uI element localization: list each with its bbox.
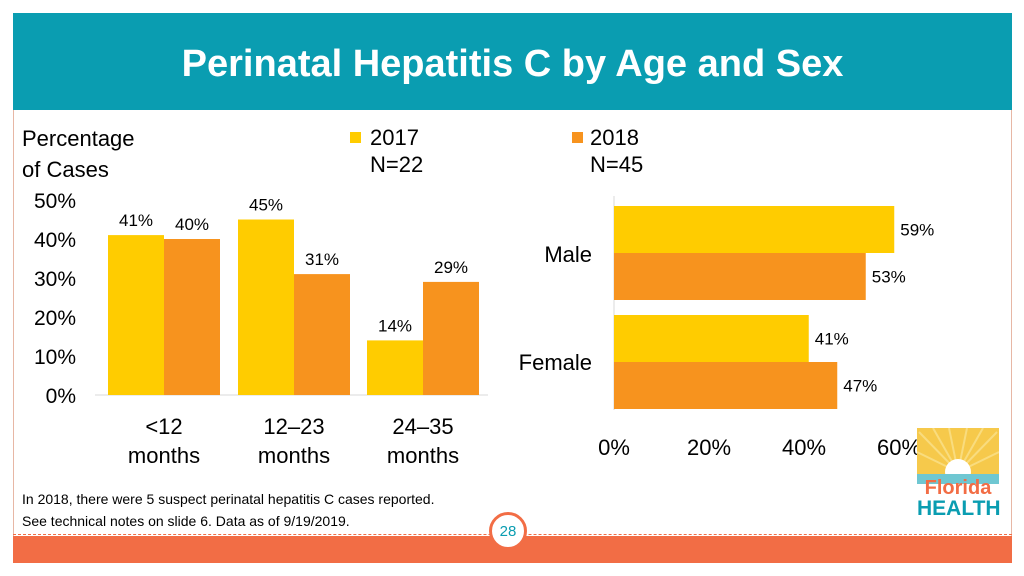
sun-icon bbox=[917, 428, 999, 484]
x-tick-sex-20: 20% bbox=[687, 435, 731, 460]
y-tick-10: 10% bbox=[34, 346, 76, 369]
x-tick-group-3-line-2: months bbox=[387, 443, 459, 468]
bar-2018-group-2 bbox=[294, 274, 350, 395]
y-tick-20: 20% bbox=[34, 307, 76, 330]
category-label-male: Male bbox=[544, 242, 592, 267]
hbar-2017-male bbox=[614, 206, 895, 253]
footnote-line-1: In 2018, there were 5 suspect perinatal … bbox=[22, 491, 435, 507]
data-label-2017-group-3: 14% bbox=[378, 316, 412, 335]
y-tick-0: 0% bbox=[46, 385, 76, 408]
footnote: In 2018, there were 5 suspect perinatal … bbox=[22, 488, 434, 532]
y-axis-label-line-1: Percentage bbox=[22, 126, 135, 151]
legend-swatch-2018 bbox=[572, 132, 583, 143]
data-label-2018-group-2: 31% bbox=[305, 250, 339, 269]
data-label-2017-group-1: 41% bbox=[119, 211, 153, 230]
x-tick-sex-0: 0% bbox=[598, 435, 630, 460]
data-label-2017-group-2: 45% bbox=[249, 196, 283, 215]
x-tick-group-1-line-2: months bbox=[128, 443, 200, 468]
legend-swatch-2017 bbox=[350, 132, 361, 143]
x-tick-sex-40: 40% bbox=[782, 435, 826, 460]
y-tick-30: 30% bbox=[34, 268, 76, 291]
legend-n-2017: N=22 bbox=[370, 152, 423, 177]
hbar-label-2018-male: 53% bbox=[872, 268, 906, 287]
category-label-female: Female bbox=[519, 350, 592, 375]
page-number-badge: 28 bbox=[489, 512, 527, 550]
hbar-label-2017-female: 41% bbox=[815, 330, 849, 349]
hbar-2017-female bbox=[614, 315, 809, 362]
bar-2017-group-3 bbox=[367, 340, 423, 395]
x-tick-group-2-line-1: 12–23 bbox=[263, 414, 324, 439]
data-label-2018-group-1: 40% bbox=[175, 215, 209, 234]
bar-2017-group-1 bbox=[108, 235, 164, 395]
title-banner: Perinatal Hepatitis C by Age and Sex bbox=[13, 13, 1012, 110]
x-tick-group-3-line-1: 24–35 bbox=[392, 414, 453, 439]
data-label-2018-group-3: 29% bbox=[434, 258, 468, 277]
y-tick-40: 40% bbox=[34, 229, 76, 252]
bar-2017-group-2 bbox=[238, 219, 294, 395]
hbar-2018-female bbox=[614, 362, 838, 409]
hbar-2018-male bbox=[614, 253, 866, 300]
florida-health-logo: Florida HEALTH bbox=[917, 428, 1001, 523]
page-number: 28 bbox=[499, 523, 517, 540]
y-tick-50: 50% bbox=[34, 190, 76, 213]
hbar-label-2017-male: 59% bbox=[900, 221, 934, 240]
legend-label-2018: 2018 bbox=[590, 125, 639, 150]
content-frame bbox=[13, 110, 1012, 536]
x-tick-group-2-line-2: months bbox=[258, 443, 330, 468]
legend-label-2017: 2017 bbox=[370, 125, 419, 150]
logo-health-text: HEALTH bbox=[917, 497, 1001, 520]
x-tick-group-1-line-1: <12 bbox=[145, 414, 182, 439]
hbar-label-2018-female: 47% bbox=[843, 377, 877, 396]
footnote-line-2: See technical notes on slide 6. Data as … bbox=[22, 513, 350, 529]
bar-2018-group-1 bbox=[164, 239, 220, 395]
bar-2018-group-3 bbox=[423, 281, 479, 395]
y-axis-label-line-2: of Cases bbox=[22, 157, 109, 182]
legend-n-2018: N=45 bbox=[590, 152, 643, 177]
logo-florida-text: Florida bbox=[924, 477, 992, 499]
x-tick-sex-60: 60% bbox=[877, 435, 921, 460]
